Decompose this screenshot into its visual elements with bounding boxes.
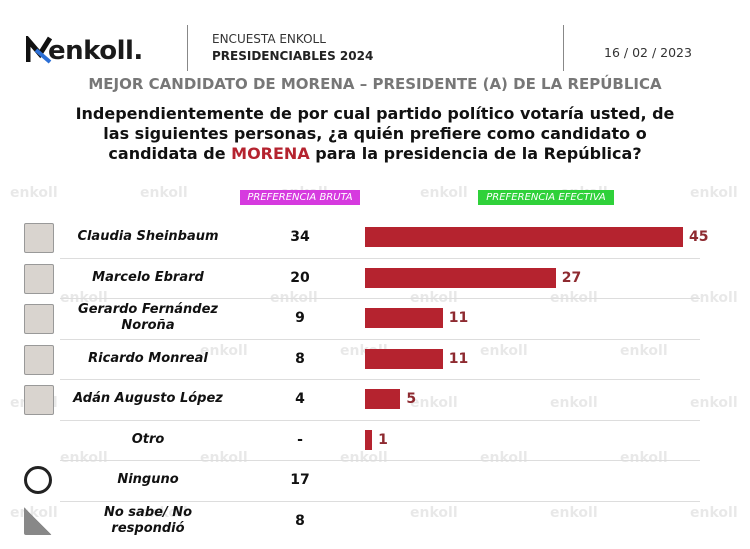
raw-value: 9 [295,310,305,326]
logo-mark [26,36,52,64]
watermark: enkoll [620,450,668,466]
value-label: 1 [378,431,388,448]
divider [187,25,188,71]
raw-value: 8 [295,512,305,529]
chart-title: MEJOR CANDIDATO DE MORENA – PRESIDENTE (… [88,75,662,93]
row-icon [24,385,54,415]
category-label: Gerardo Fernández Noroña [78,302,218,333]
value-label: 27 [561,269,582,286]
watermark: enkoll [10,185,58,201]
bar [365,227,683,247]
category-label: Marcelo Ebrard [92,269,204,285]
date: 16 / 02 / 2023 [604,45,692,60]
raw-value: - [297,431,303,448]
row-icon [24,466,52,494]
raw-value: 4 [295,391,305,407]
watermark: enkoll [480,450,528,466]
column-header: PREFERENCIA BRUTA [240,190,360,205]
row-separator [60,419,700,421]
row-icon [24,506,52,535]
bar [365,348,443,369]
watermark: enkoll [480,343,528,359]
row-icon [24,223,54,253]
watermark: enkoll [60,450,108,466]
bar [365,267,556,288]
question-text: Independientemente de por cual partido p… [75,104,675,163]
watermark: enkoll [200,343,248,359]
brand-logo: enkoll. [48,36,143,66]
row-separator [60,298,700,299]
row-icon [24,344,54,375]
category-label: No sabe/ No respondió [103,504,193,536]
watermark: enkoll [200,450,248,466]
raw-value: 34 [290,229,310,245]
watermark: enkoll [420,185,468,201]
raw-value: 20 [290,269,310,286]
raw-value: 17 [290,472,310,488]
row-icon [24,304,54,334]
value-label: 45 [689,229,709,245]
watermark: enkoll [140,185,188,201]
column-header: PREFERENCIA EFECTIVA [478,190,614,205]
question: Independientemente de por cual partido p… [60,104,690,164]
watermark: enkoll [620,343,668,359]
bar [365,429,373,450]
watermark: enkoll [340,450,388,466]
watermark: enkoll [140,505,188,521]
value-label: 11 [448,350,469,367]
watermark: enkoll [550,395,598,411]
survey-name: ENCUESTA ENKOLL [212,32,326,46]
watermark: enkoll [690,395,738,411]
row-separator [60,379,700,380]
value-label: 11 [448,310,469,326]
survey-subtitle: PRESIDENCIABLES 2024 [212,49,374,63]
question-highlight: MORENA [231,144,310,163]
bar [365,389,401,409]
watermark: enkoll [690,505,738,521]
row-separator [60,460,700,461]
category-label: Ricardo Monreal [88,350,208,366]
category-label: Otro [131,431,165,447]
row-separator [60,338,700,340]
watermark: enkoll [550,505,598,521]
category-label: Ninguno [117,472,179,487]
watermark: enkoll [690,290,738,306]
category-label: Adán Augusto López [73,391,223,406]
watermark: enkoll [410,395,458,411]
watermark: enkoll [690,185,738,201]
raw-value: 8 [295,350,305,367]
row-icon [24,426,52,454]
row-separator [60,500,700,502]
category-label: Claudia Sheinbaum [77,229,219,244]
bar [365,308,443,328]
divider [563,25,564,71]
value-label: 5 [406,391,417,407]
watermark: enkoll [410,505,458,521]
row-icon [24,263,54,294]
question-text: para la presidencia de la República? [309,144,642,163]
row-separator [60,257,700,259]
